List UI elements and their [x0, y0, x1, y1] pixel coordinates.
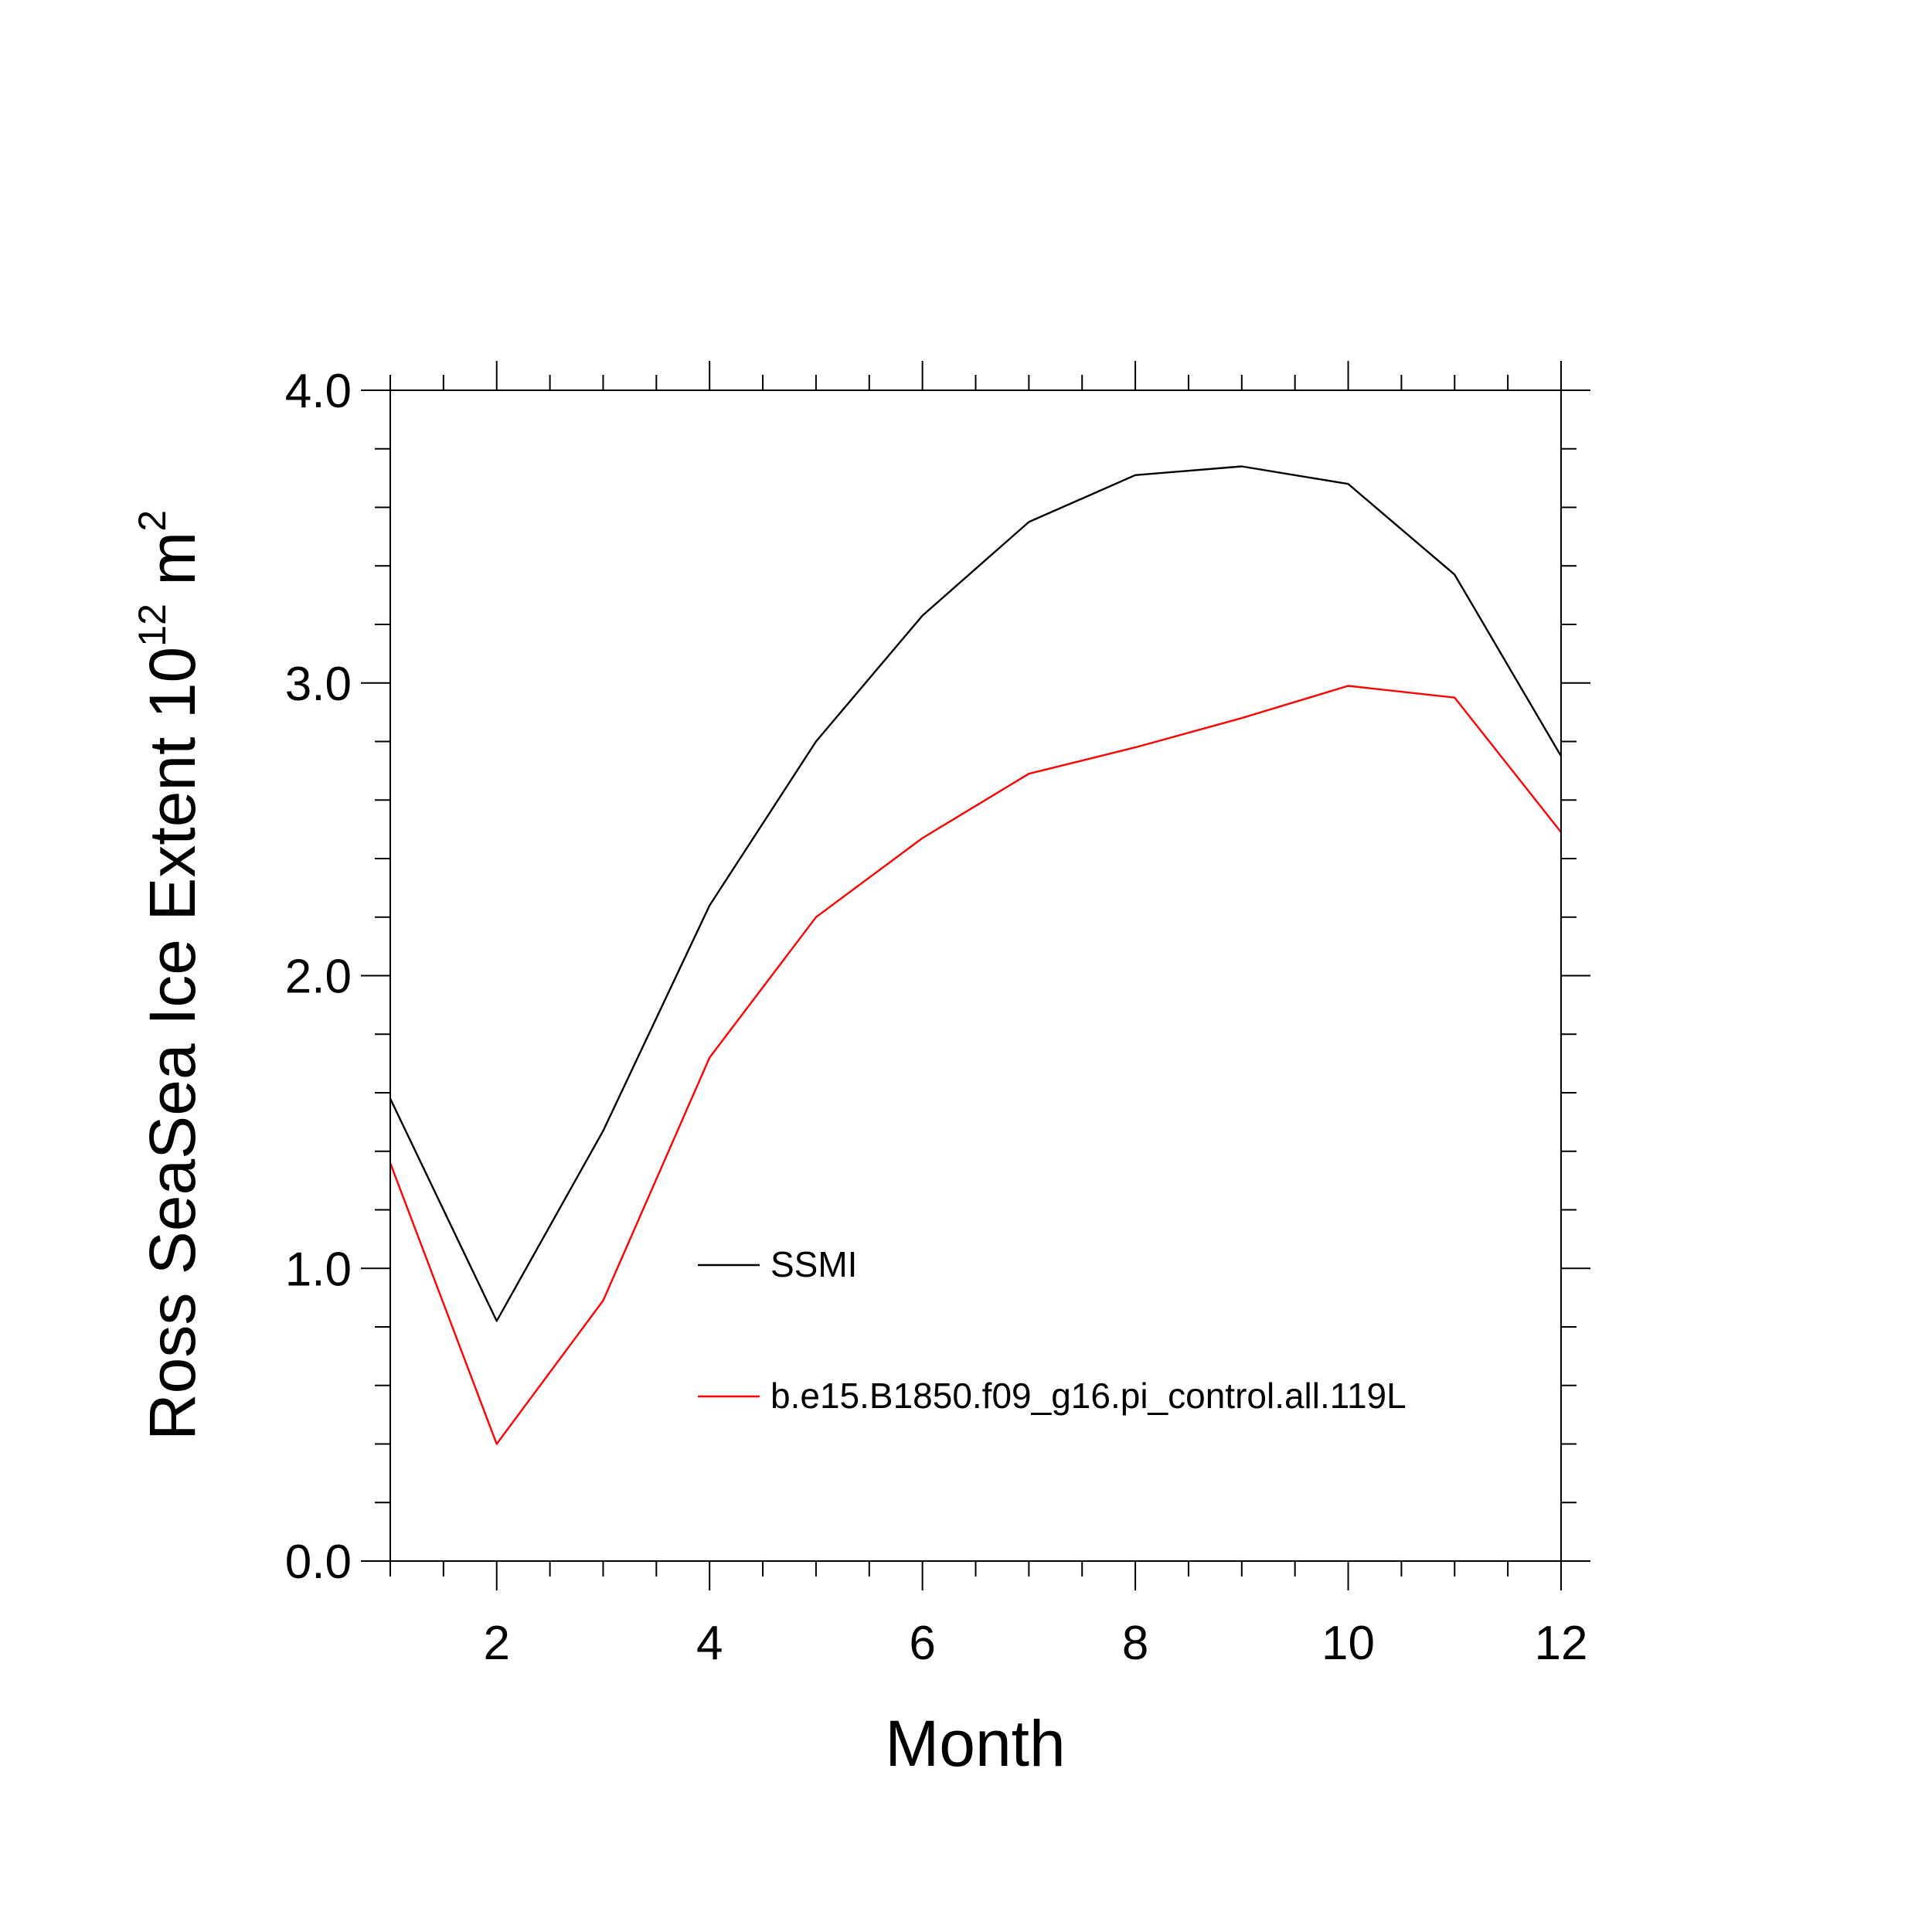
x-tick-label: 4: [696, 1617, 723, 1670]
y-axis-title: Ross SeaSea Ice Extent 1012 m2: [131, 510, 209, 1440]
series-lines: [389, 465, 1563, 1445]
y-tick-label: 1.0: [285, 1243, 352, 1296]
axis-ticks: [361, 361, 1590, 1590]
y-tick-label: 4.0: [285, 365, 352, 418]
series-line-1: [389, 685, 1562, 1445]
y-axis-title-exponent: 12: [131, 604, 174, 647]
x-tick-label: 8: [1122, 1617, 1148, 1670]
y-tick-labels: 0.0 1.0 2.0 3.0 4.0: [285, 365, 352, 1589]
plot-frame: [389, 389, 1562, 1562]
y-axis-title-unit-exponent: 2: [131, 510, 174, 532]
y-axis-title-main: Ross SeaSea Ice Extent 10: [136, 647, 209, 1440]
x-tick-labels: 2 4 6 8 10 12: [483, 1617, 1587, 1670]
y-tick-label: 2.0: [285, 951, 352, 1004]
x-tick-label: 2: [483, 1617, 509, 1670]
legend: SSMI b.e15.B1850.f09_g16.pi_control.all.…: [698, 1244, 1406, 1416]
legend-label-ssmi: SSMI: [770, 1244, 857, 1284]
x-tick-label: 10: [1321, 1617, 1375, 1670]
legend-label-model: b.e15.B1850.f09_g16.pi_control.all.119L: [770, 1376, 1406, 1416]
x-tick-label: 12: [1535, 1617, 1588, 1670]
y-axis-title-unit: m: [136, 532, 209, 604]
y-tick-label: 0.0: [285, 1536, 352, 1589]
y-tick-label: 3.0: [285, 658, 352, 711]
x-axis-title: Month: [885, 1707, 1065, 1780]
series-line-0: [389, 465, 1563, 1322]
x-tick-label: 6: [909, 1617, 935, 1670]
